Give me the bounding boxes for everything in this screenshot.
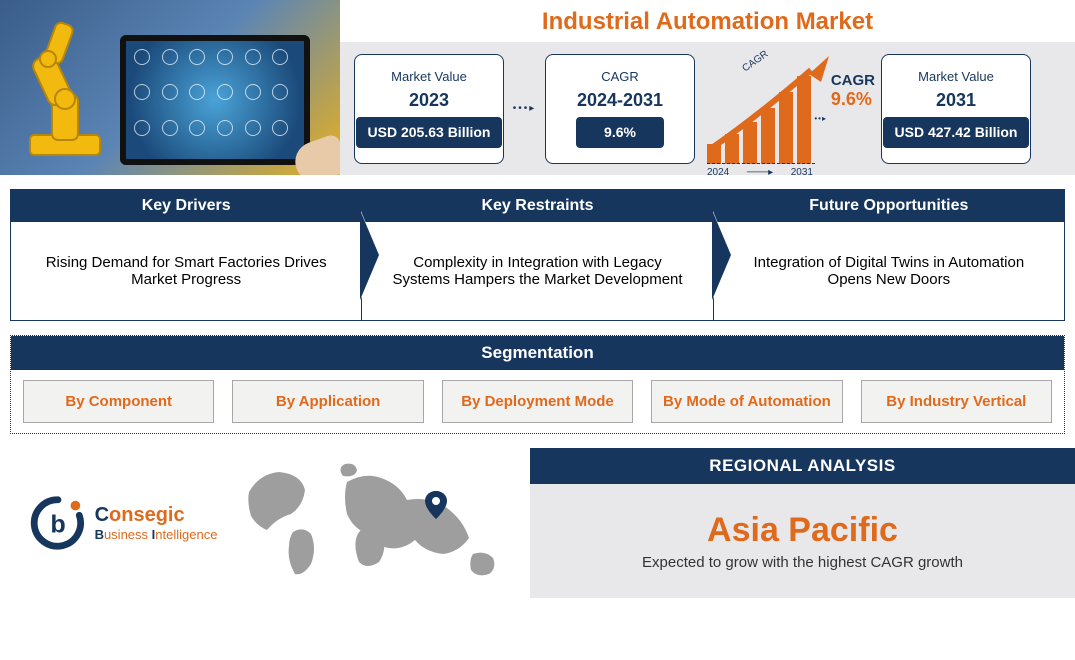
cagr-text-label: CAGR bbox=[831, 72, 875, 89]
drivers-restraints-opps-row: Key Drivers Rising Demand for Smart Fact… bbox=[0, 189, 1075, 321]
metric-value: 9.6% bbox=[576, 117, 664, 148]
map-pin-icon bbox=[425, 491, 447, 519]
metric-label: CAGR bbox=[601, 69, 639, 84]
metric-year: 2031 bbox=[936, 90, 976, 111]
robot-arm-icon bbox=[10, 15, 130, 165]
top-row: Industrial Automation Market Market Valu… bbox=[0, 0, 1075, 175]
metric-card-2023: Market Value 2023 USD 205.63 Billion bbox=[354, 54, 504, 164]
metric-card-cagr: CAGR 2024-2031 9.6% bbox=[545, 54, 695, 164]
bottom-row: b Consegic Business Intelligence REGIONA… bbox=[0, 448, 1075, 598]
panel-head: Key Restraints bbox=[362, 190, 712, 222]
logo-b: B bbox=[95, 527, 104, 542]
metric-label: Market Value bbox=[391, 69, 467, 84]
header-right: Industrial Automation Market Market Valu… bbox=[340, 0, 1075, 175]
metric-year: 2023 bbox=[409, 90, 449, 111]
axis-labels: 2024 ───▸ 2031 bbox=[707, 167, 813, 178]
metric-year: 2024-2031 bbox=[577, 90, 663, 111]
segment-item: By Industry Vertical bbox=[861, 380, 1052, 423]
axis-start: 2024 bbox=[707, 167, 729, 178]
metric-value: USD 205.63 Billion bbox=[356, 117, 503, 148]
panel-head: Key Drivers bbox=[11, 190, 361, 222]
regional-region: Asia Pacific bbox=[707, 511, 898, 550]
panel-body: Integration of Digital Twins in Automati… bbox=[714, 222, 1064, 320]
axis-line bbox=[707, 163, 815, 164]
logo-mark-icon: b bbox=[29, 494, 87, 552]
logo-c: C bbox=[95, 504, 109, 526]
panel-opportunities: Future Opportunities Integration of Digi… bbox=[713, 189, 1065, 321]
company-logo: b Consegic Business Intelligence bbox=[0, 448, 230, 598]
connector-dots-icon: •••▸ bbox=[512, 103, 537, 114]
axis-arrow-icon: ───▸ bbox=[747, 167, 773, 178]
regional-head: REGIONAL ANALYSIS bbox=[530, 448, 1075, 484]
panel-head: Future Opportunities bbox=[714, 190, 1064, 222]
segment-item: By Application bbox=[232, 380, 423, 423]
metric-card-2031: Market Value 2031 USD 427.42 Billion bbox=[881, 54, 1031, 164]
panel-restraints: Key Restraints Complexity in Integration… bbox=[361, 189, 713, 321]
panel-body: Complexity in Integration with Legacy Sy… bbox=[362, 222, 712, 320]
cagr-growth-chart: CAGR 2024 ───▸ 2031 CAGR 9.6% ••▸ bbox=[703, 54, 873, 164]
logo-usiness: usiness bbox=[104, 527, 152, 542]
panel-arrow-icon bbox=[361, 211, 379, 299]
world-map bbox=[230, 448, 530, 598]
segment-item: By Component bbox=[23, 380, 214, 423]
regional-analysis: REGIONAL ANALYSIS Asia Pacific Expected … bbox=[530, 448, 1075, 598]
logo-text: Consegic Business Intelligence bbox=[95, 504, 218, 542]
regional-body: Asia Pacific Expected to grow with the h… bbox=[530, 484, 1075, 598]
logo-ntelligence: ntelligence bbox=[155, 527, 217, 542]
panel-body: Rising Demand for Smart Factories Drives… bbox=[11, 222, 361, 320]
segmentation-row: By Component By Application By Deploymen… bbox=[11, 370, 1064, 423]
axis-end: 2031 bbox=[791, 167, 813, 178]
segmentation-section: Segmentation By Component By Application… bbox=[10, 335, 1065, 434]
page-title: Industrial Automation Market bbox=[340, 0, 1075, 42]
segment-item: By Deployment Mode bbox=[442, 380, 633, 423]
world-map-icon bbox=[235, 458, 525, 588]
logo-onsegic: onsegic bbox=[109, 504, 185, 526]
tablet-icon bbox=[120, 35, 310, 165]
metric-value: USD 427.42 Billion bbox=[883, 117, 1030, 148]
regional-sub: Expected to grow with the highest CAGR g… bbox=[642, 554, 963, 571]
cagr-text-value: 9.6% bbox=[831, 89, 875, 110]
metric-label: Market Value bbox=[918, 69, 994, 84]
hero-image bbox=[0, 0, 340, 175]
cagr-text: CAGR 9.6% bbox=[831, 72, 875, 110]
connector-dots-icon: ••▸ bbox=[814, 114, 827, 123]
panel-arrow-icon bbox=[713, 211, 731, 299]
segment-item: By Mode of Automation bbox=[651, 380, 842, 423]
svg-text:b: b bbox=[50, 511, 65, 539]
segmentation-head: Segmentation bbox=[11, 336, 1064, 370]
metrics-band: Market Value 2023 USD 205.63 Billion •••… bbox=[340, 42, 1075, 175]
panel-drivers: Key Drivers Rising Demand for Smart Fact… bbox=[10, 189, 362, 321]
